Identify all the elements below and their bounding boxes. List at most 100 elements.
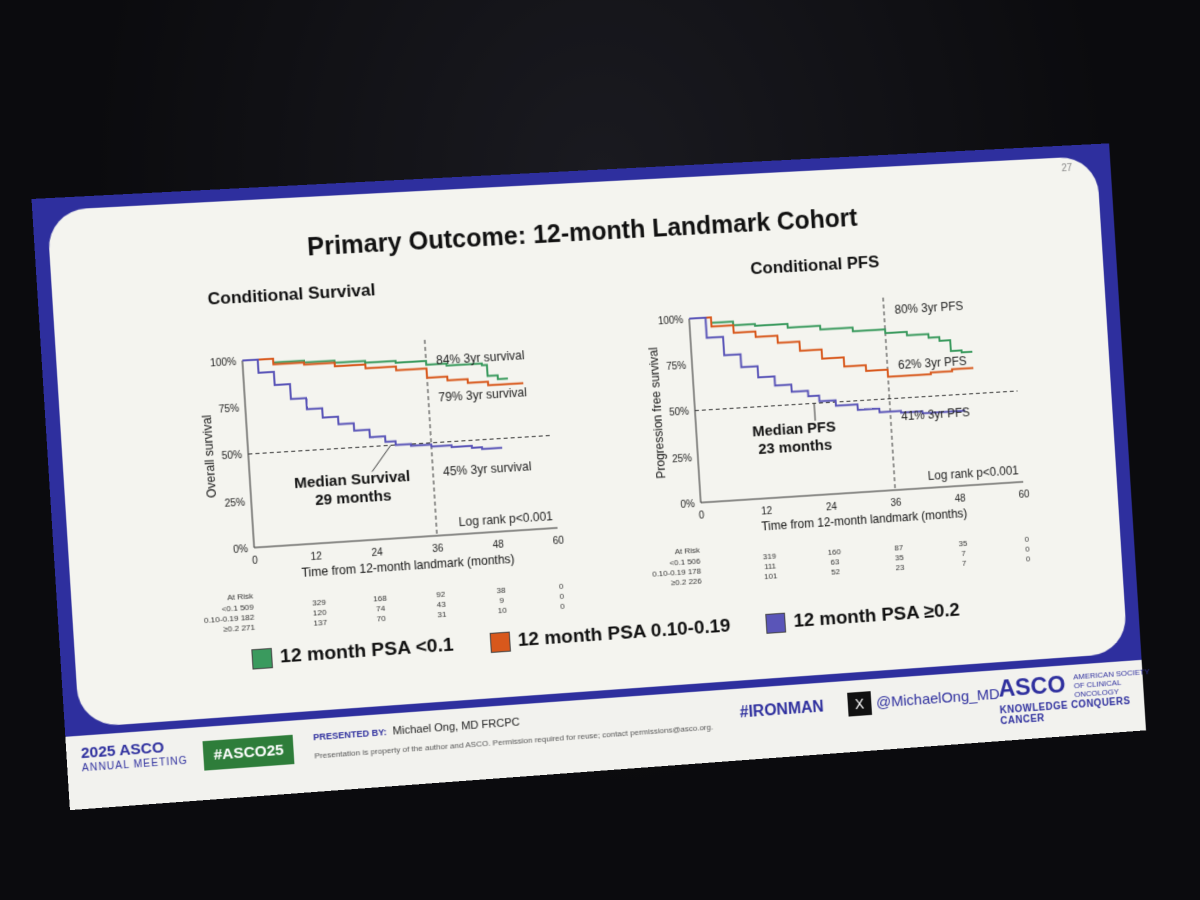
landmark-reference-line (883, 298, 895, 490)
at-risk-count: 168 (373, 594, 388, 604)
at-risk-count: 7 (962, 559, 967, 568)
at-risk-group: <0.1 509 (221, 602, 254, 613)
at-risk-count: 23 (895, 563, 905, 572)
at-risk-count: 9 (499, 596, 505, 605)
at-risk-header: At Risk (674, 546, 701, 557)
at-risk-count: 35 (958, 539, 968, 548)
slide-number: 27 (1061, 162, 1073, 175)
x-tick-label: 36 (890, 498, 902, 509)
y-tick-label: 50% (221, 450, 242, 462)
x-tick-label: 24 (371, 547, 383, 559)
presenter-name: Michael Ong, MD FRCPC (392, 716, 521, 738)
legend-swatch (489, 631, 511, 654)
y-axis-label: Progression free survival (646, 347, 668, 479)
at-risk-group: ≥0.2 271 (223, 623, 256, 634)
os-chart: 0% 25% 50% 75% 100% 0 12 24 36 48 60 Time from 12-m… (200, 292, 566, 634)
at-risk-group: ≥0.2 226 (671, 576, 703, 587)
asco-logo: ASCO (997, 671, 1067, 703)
at-risk-count: 329 (312, 598, 327, 608)
y-tick-label: 100% (658, 315, 684, 327)
y-tick-label: 75% (666, 361, 687, 373)
annotation-3yr-mid-psa: 79% 3yr survival (438, 385, 527, 404)
at-risk-count: 0 (1024, 535, 1029, 544)
presenter-handle: @MichaelOng_MD (875, 685, 1001, 712)
projection-screen: 27 Primary Outcome: 12-month Landmark Co… (31, 143, 1150, 811)
x-axis-label: Time from 12-month landmark (months) (761, 506, 968, 533)
x-tick-label: 0 (699, 510, 706, 521)
y-axis-label: Overall survival (200, 415, 219, 499)
y-tick-label: 0% (680, 499, 695, 511)
meeting-logo: 2025 ASCO ANNUAL MEETING (80, 738, 188, 776)
x-tick-label: 60 (1018, 489, 1030, 500)
x-axis (254, 528, 557, 548)
x-tick-label: 12 (310, 551, 322, 563)
at-risk-count: 319 (763, 552, 777, 562)
y-tick-label: 25% (224, 497, 245, 509)
trial-hashtag: #IRONMAN (739, 698, 825, 722)
hashtag-badge: #ASCO25 (202, 734, 295, 771)
at-risk-count: 0 (1026, 554, 1031, 563)
at-risk-count: 35 (895, 553, 905, 562)
median-value: 29 months (315, 488, 392, 510)
at-risk-count: 52 (831, 567, 841, 576)
x-tick-label: 60 (552, 536, 564, 548)
median-label: Median Survival (294, 468, 411, 492)
x-tick-label: 0 (252, 556, 259, 567)
at-risk-count: 31 (437, 610, 447, 620)
annotation-3yr-low-psa: 80% 3yr PFS (894, 299, 963, 317)
at-risk-count: 0 (559, 592, 565, 601)
at-risk-group: 0.10-0.19 182 (204, 613, 256, 625)
at-risk-header: At Risk (227, 591, 254, 602)
y-tick-label: 50% (669, 407, 690, 419)
y-tick-label: 100% (210, 357, 237, 370)
median-pointer (370, 445, 392, 471)
x-axis-label: Time from 12-month landmark (months) (301, 552, 515, 580)
x-tick-label: 24 (826, 502, 838, 514)
at-risk-count: 0 (559, 582, 565, 591)
at-risk-count: 10 (498, 606, 508, 616)
x-tick-label: 36 (432, 543, 444, 555)
at-risk-count: 63 (830, 557, 840, 566)
at-risk-count: 92 (436, 590, 446, 600)
x-tick-label: 48 (954, 494, 966, 505)
legend-swatch (765, 612, 787, 634)
median-label: Median PFS (752, 419, 836, 441)
slide-panel: 27 Primary Outcome: 12-month Landmark Co… (46, 155, 1128, 728)
at-risk-count: 87 (894, 543, 904, 552)
at-risk-count: 7 (961, 549, 966, 558)
x-axis (701, 482, 1023, 503)
legend-label: 12 month PSA ≥0.2 (792, 599, 961, 632)
at-risk-count: 111 (764, 562, 777, 572)
at-risk-count: 43 (437, 600, 447, 610)
at-risk-group: 0.10-0.19 178 (652, 567, 702, 579)
y-tick-label: 75% (218, 404, 239, 416)
annotation-3yr-mid-psa: 62% 3yr PFS (898, 354, 967, 372)
at-risk-count: 137 (313, 618, 328, 628)
survival-curve-1 (689, 303, 973, 389)
at-risk-count: 0 (1025, 545, 1030, 554)
median-pointer (814, 403, 815, 420)
at-risk-group: <0.1 506 (669, 557, 701, 568)
y-tick-label: 0% (233, 544, 249, 556)
annotation-3yr-high-psa: 41% 3yr PFS (901, 405, 970, 423)
at-risk-count: 74 (376, 604, 386, 614)
at-risk-count: 160 (828, 547, 842, 557)
log-rank-label: Log rank p<0.001 (458, 509, 553, 529)
legend-item: 12 month PSA ≥0.2 (765, 600, 960, 635)
at-risk-count: 70 (377, 614, 387, 624)
x-logo-icon: X (847, 691, 873, 717)
at-risk-count: 120 (313, 608, 328, 618)
at-risk-count: 38 (496, 586, 506, 596)
pfs-chart: 0% 25% 50% 75% 100% 0 12 24 36 48 60 Time from 12-m… (646, 257, 1031, 587)
y-tick-label: 25% (672, 453, 693, 465)
log-rank-label: Log rank p<0.001 (927, 463, 1019, 482)
annotation-3yr-high-psa: 45% 3yr survival (443, 459, 532, 478)
x-tick-label: 48 (492, 539, 504, 551)
x-tick-label: 12 (761, 506, 773, 518)
median-value: 23 months (758, 437, 833, 458)
at-risk-count: 0 (560, 602, 566, 611)
legend-swatch (250, 647, 273, 670)
presented-label: PRESENTED BY: (312, 726, 388, 743)
at-risk-count: 101 (764, 571, 778, 581)
annotation-3yr-low-psa: 84% 3yr survival (436, 348, 525, 367)
